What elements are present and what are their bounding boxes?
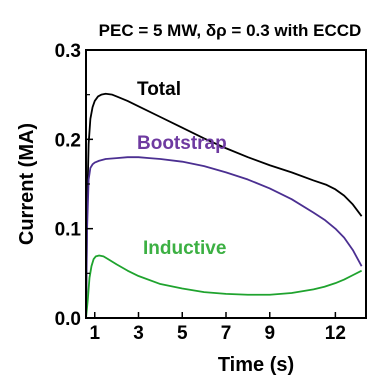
y-tick-label: 0.1: [55, 220, 82, 241]
y-tick-label: 0.0: [55, 309, 81, 330]
series-line-inductive: [85, 254, 363, 319]
x-tick-label: 12: [325, 323, 346, 344]
series-label-bootstrap: Bootstrap: [137, 133, 227, 154]
ticks-layer: 1 3 5 7 9 12 0.0 0.1 0.2 0.3: [55, 41, 346, 344]
x-tick-label: 7: [221, 323, 232, 344]
chart-title: PEC = 5 MW, δρ = 0.3 with ECCD: [99, 21, 362, 40]
y-tick-label: 0.2: [55, 130, 81, 151]
x-tick-label: 9: [264, 323, 275, 344]
x-tick-label: 5: [177, 323, 188, 344]
plot-frame: [85, 49, 367, 319]
series-label-inductive: Inductive: [143, 238, 226, 259]
series-label-total: Total: [137, 79, 181, 100]
x-axis-title: Time (s): [218, 354, 294, 376]
x-tick-label: 3: [133, 323, 144, 344]
series-layer: [85, 92, 363, 319]
series-line-total: [85, 92, 363, 319]
y-axis-title: Current (MA): [16, 123, 38, 245]
series-line-bootstrap: [85, 156, 363, 319]
x-tick-label: 1: [89, 323, 100, 344]
y-tick-label: 0.3: [55, 41, 81, 62]
